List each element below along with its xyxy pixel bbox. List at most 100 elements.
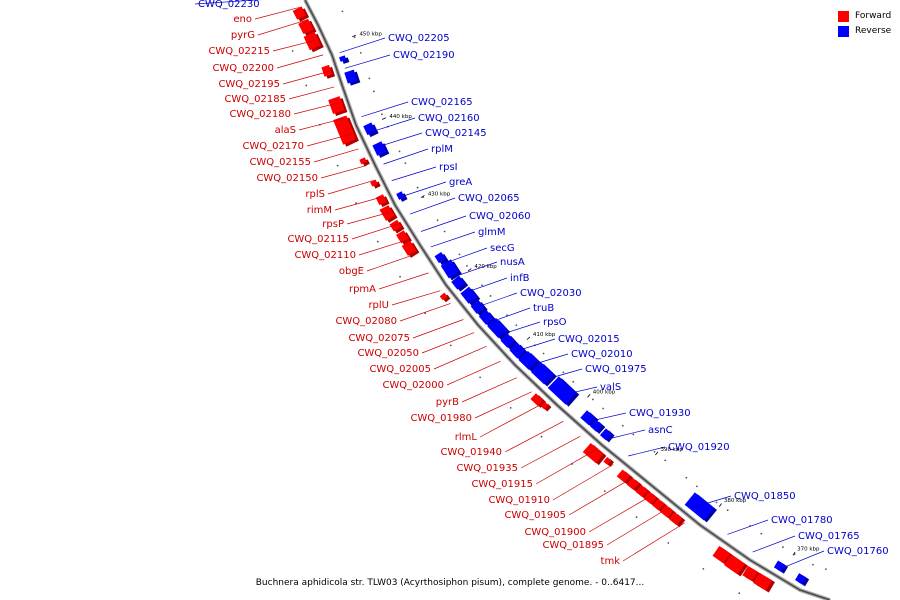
reverse-gene-label: CWQ_01760 [827, 546, 889, 557]
forward-gene-label: CWQ_01910 [488, 495, 550, 506]
track-dot [632, 433, 635, 436]
track-dot [572, 380, 575, 383]
reverse-leader-line [194, 0, 262, 5]
forward-gene-label: CWQ_02195 [218, 79, 280, 90]
forward-leader-line [421, 332, 475, 354]
reverse-gene-label: asnC [648, 425, 673, 436]
forward-swatch [838, 11, 849, 22]
reverse-leader-line [383, 148, 429, 165]
forward-gene-label: tmk [601, 556, 621, 567]
reverse-feature [773, 560, 786, 572]
track-dot [481, 284, 483, 287]
forward-gene-label: CWQ_02170 [242, 141, 304, 152]
track-dot [436, 219, 439, 222]
forward-gene-label: CWQ_02150 [256, 173, 318, 184]
forward-feature [439, 292, 448, 301]
forward-leader-line [412, 319, 464, 339]
ruler-tick-label: 420 kbp [474, 264, 497, 270]
reverse-gene-label: CWQ_01975 [585, 364, 647, 375]
reverse-leader-line [375, 132, 423, 148]
forward-feature [626, 477, 639, 490]
forward-gene-label: pyrB [436, 397, 459, 408]
forward-leader-line [552, 464, 614, 501]
forward-leader-line [358, 239, 408, 256]
forward-feature [375, 194, 387, 206]
forward-gene-label: rimM [307, 205, 332, 216]
reverse-gene-label: valS [600, 382, 621, 393]
ruler-tick [587, 394, 591, 398]
forward-gene-label: rlmL [455, 432, 478, 443]
reverse-gene-label: CWQ_02010 [571, 349, 633, 360]
forward-gene-label: CWQ_02075 [348, 333, 410, 344]
track-dot [702, 567, 705, 570]
reverse-gene-label: CWQ_02165 [411, 97, 473, 108]
forward-gene-label: CWQ_02155 [249, 157, 311, 168]
forward-gene-label: CWQ_01905 [504, 510, 566, 521]
forward-feature [333, 115, 356, 145]
forward-feature [370, 179, 378, 187]
reverse-feature [547, 376, 577, 405]
track-dot [376, 240, 379, 243]
track-dot [404, 162, 407, 165]
track-dot [515, 324, 518, 327]
reverse-gene-label: nusA [500, 257, 525, 268]
forward-gene-label: CWQ_01915 [471, 479, 533, 490]
forward-feature [321, 64, 333, 77]
reverse-swatch [838, 26, 849, 37]
reverse-leader-line [368, 117, 416, 134]
tick-dot-layer [291, 0, 827, 595]
track-dot [696, 485, 698, 488]
forward-leader-line [399, 303, 451, 322]
feature-layer [292, 6, 810, 593]
reverse-gene-label: CWQ_02030 [520, 288, 582, 299]
reverse-leader-line [430, 231, 476, 248]
forward-leader-line [568, 478, 631, 516]
forward-feature [540, 401, 549, 410]
track-dot [353, 36, 356, 39]
label-layer: 450 kbp 440 kbp 430 kbp 420 kbp 410 kbp 400 k… [194, 0, 889, 570]
reverse-leader-line [628, 446, 666, 457]
forward-feature [603, 456, 612, 465]
ruler-tick-label: 440 kbp [389, 114, 412, 120]
forward-gene-label: CWQ_02110 [294, 250, 356, 261]
track-dot [760, 532, 763, 535]
forward-gene-label: CWQ_02200 [212, 63, 274, 74]
forward-gene-label: CWQ_02185 [224, 94, 286, 105]
reverse-leader-line [498, 321, 541, 336]
forward-leader-line [588, 495, 652, 533]
track-dot [291, 50, 294, 52]
track-dot [635, 516, 638, 518]
reverse-leader-line [344, 54, 391, 69]
track-dot [466, 264, 468, 267]
forward-gene-label: CWQ_02180 [229, 109, 291, 120]
ruler-tick-label: 390 kbp [660, 447, 683, 453]
forward-gene-label: obgE [339, 266, 364, 277]
forward-feature [652, 498, 665, 511]
backbone-line [304, 0, 831, 600]
reverse-leader-line [513, 338, 556, 353]
forward-leader-line [276, 54, 324, 69]
reverse-feature [478, 310, 494, 325]
reverse-feature [684, 492, 714, 521]
forward-feature [635, 485, 648, 498]
reverse-feature [487, 317, 508, 339]
forward-gene-label: CWQ_01940 [440, 447, 502, 458]
reverse-feature [372, 141, 387, 156]
forward-feature [389, 219, 402, 232]
track-dot [812, 563, 814, 566]
forward-leader-line [320, 165, 367, 179]
reverse-leader-line [409, 197, 456, 215]
forward-feature [582, 443, 604, 464]
track-dot [443, 230, 446, 233]
reverse-gene-label: greA [449, 177, 472, 188]
track-dot [372, 90, 375, 93]
track-dot [653, 450, 656, 453]
ruler-tick [420, 195, 425, 198]
forward-leader-line [254, 6, 300, 20]
legend-reverse-label: Reverse [855, 26, 892, 36]
track-dot [449, 344, 452, 347]
forward-feature-shade [442, 294, 451, 303]
reverse-gene-label: CWQ_02065 [458, 193, 520, 204]
track-dot [399, 275, 401, 278]
